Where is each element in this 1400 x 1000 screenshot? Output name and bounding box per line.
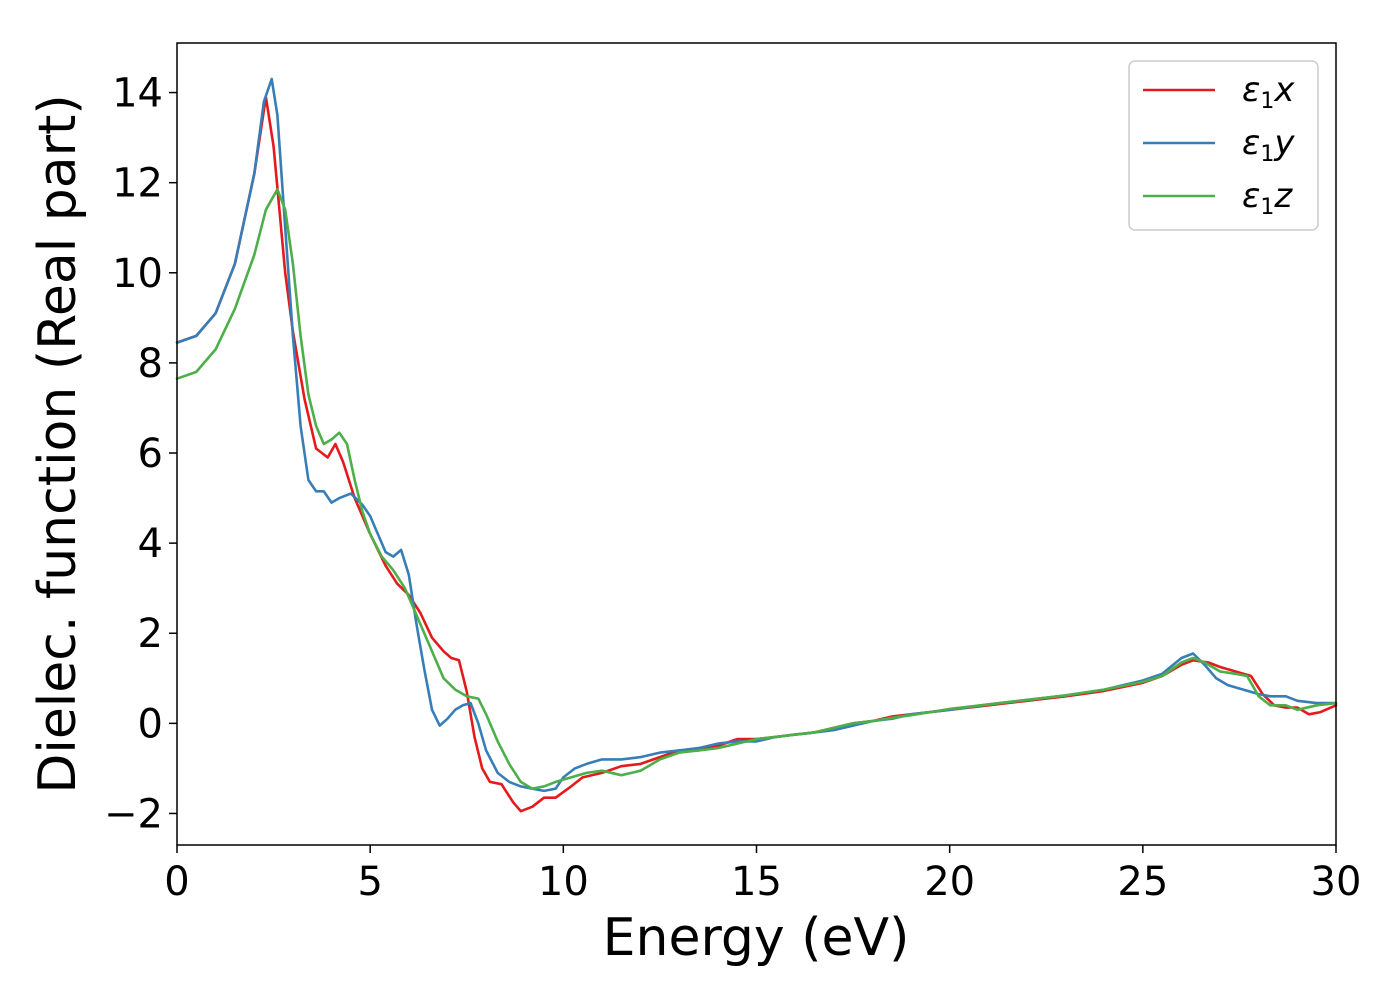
y-tick-label: −2 xyxy=(104,791,163,837)
legend: ε1x ε1y ε1z xyxy=(1128,60,1319,231)
legend-label-x: ε1x xyxy=(1242,70,1295,114)
legend-label-y: ε1y xyxy=(1242,123,1295,167)
y-axis-title: Dielec. function (Real part) xyxy=(28,94,88,793)
y-axis-ticks: −2 0 2 4 6 8 10 12 14 xyxy=(104,71,177,837)
x-tick-label: 10 xyxy=(538,859,589,905)
x-tick-label: 5 xyxy=(357,859,382,905)
y-tick-label: 6 xyxy=(138,431,163,477)
legend-frame xyxy=(1128,60,1319,231)
plot-lines xyxy=(175,77,1338,813)
y-tick-label: 10 xyxy=(112,251,163,297)
legend-label-z: ε1z xyxy=(1242,176,1293,220)
x-axis-ticks: 0 5 10 15 20 25 30 xyxy=(164,845,1361,905)
x-tick-label: 15 xyxy=(731,859,782,905)
y-tick-label: 12 xyxy=(112,161,163,207)
x-tick-label: 20 xyxy=(924,859,975,905)
y-tick-label: 0 xyxy=(138,701,163,747)
x-tick-label: 30 xyxy=(1311,859,1362,905)
y-tick-label: 8 xyxy=(138,341,163,387)
y-tick-label: 4 xyxy=(138,521,163,567)
x-tick-label: 0 xyxy=(164,859,189,905)
y-tick-label: 2 xyxy=(138,611,163,657)
x-axis-title: Energy (eV) xyxy=(603,908,910,968)
series-line-x xyxy=(175,95,1338,813)
y-tick-label: 14 xyxy=(112,71,163,117)
series-line-z xyxy=(175,188,1338,790)
x-tick-label: 25 xyxy=(1117,859,1168,905)
